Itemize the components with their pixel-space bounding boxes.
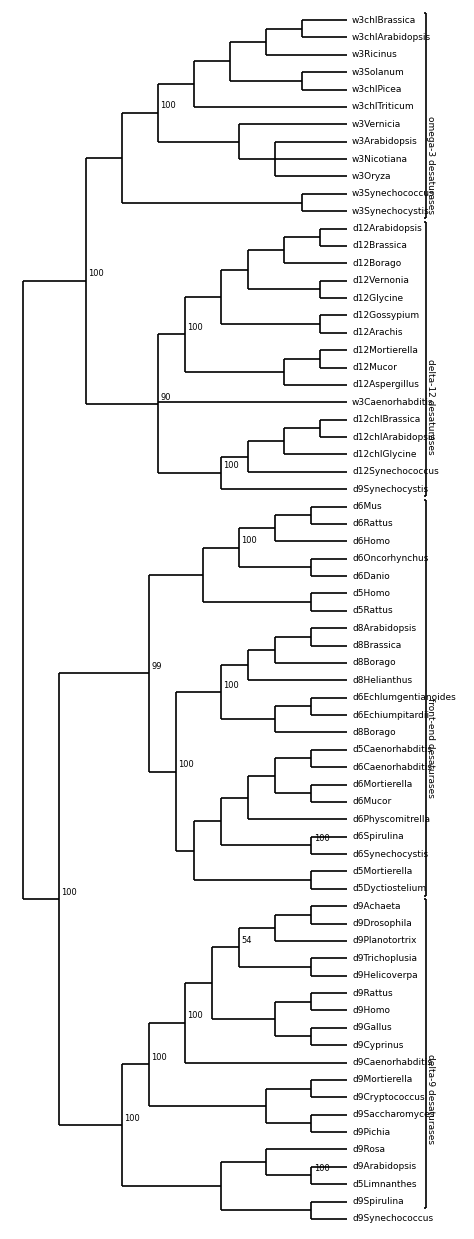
- Text: w3chlTriticum: w3chlTriticum: [352, 103, 415, 112]
- Text: d12Mortierella: d12Mortierella: [352, 346, 418, 354]
- Text: d12Synechococcus: d12Synechococcus: [352, 467, 439, 476]
- Text: d8Brassica: d8Brassica: [352, 641, 401, 650]
- Text: d5Mortierella: d5Mortierella: [352, 867, 412, 876]
- Text: w3Ricinus: w3Ricinus: [352, 51, 398, 59]
- Text: 54: 54: [242, 935, 252, 945]
- Text: d12Borago: d12Borago: [352, 259, 401, 268]
- Text: d8Arabidopsis: d8Arabidopsis: [352, 623, 416, 633]
- Text: d9Caenorhabditis: d9Caenorhabditis: [352, 1058, 432, 1067]
- Text: d9Rattus: d9Rattus: [352, 989, 392, 997]
- Text: d6Mucor: d6Mucor: [352, 798, 391, 807]
- Text: w3chlBrassica: w3chlBrassica: [352, 16, 416, 25]
- Text: d9Trichoplusia: d9Trichoplusia: [352, 954, 417, 963]
- Text: d9Homo: d9Homo: [352, 1006, 390, 1015]
- Text: d8Borago: d8Borago: [352, 729, 396, 737]
- Text: w3Arabidopsis: w3Arabidopsis: [352, 138, 418, 146]
- Text: w3chlArabidopsis: w3chlArabidopsis: [352, 33, 431, 42]
- Text: d6Physcomitrella: d6Physcomitrella: [352, 815, 430, 824]
- Text: d9Arabidopsis: d9Arabidopsis: [352, 1162, 416, 1171]
- Text: d12Gossypium: d12Gossypium: [352, 311, 419, 320]
- Text: 100: 100: [187, 323, 203, 332]
- Text: d9Synechococcus: d9Synechococcus: [352, 1214, 433, 1223]
- Text: d6Caenorhabditis: d6Caenorhabditis: [352, 763, 432, 772]
- Text: d6Synechocystis: d6Synechocystis: [352, 850, 428, 859]
- Text: 100: 100: [178, 760, 194, 769]
- Text: d8Helianthus: d8Helianthus: [352, 675, 412, 685]
- Text: d5Rattus: d5Rattus: [352, 606, 392, 616]
- Text: d9Achaeta: d9Achaeta: [352, 902, 401, 911]
- Text: d6Mortierella: d6Mortierella: [352, 781, 412, 789]
- Text: d9Synechocystis: d9Synechocystis: [352, 484, 428, 493]
- Text: d12Arachis: d12Arachis: [352, 328, 402, 337]
- Text: w3Oryza: w3Oryza: [352, 172, 392, 181]
- Text: w3Synechocystis: w3Synechocystis: [352, 207, 430, 216]
- Text: d12Mucor: d12Mucor: [352, 363, 397, 372]
- Text: d9Helicoverpa: d9Helicoverpa: [352, 971, 418, 980]
- Text: d6Mus: d6Mus: [352, 502, 382, 510]
- Text: 99: 99: [151, 662, 162, 670]
- Text: d12Vernonia: d12Vernonia: [352, 276, 409, 285]
- Text: w3chlPicea: w3chlPicea: [352, 85, 402, 94]
- Text: d9Cryptococcus: d9Cryptococcus: [352, 1093, 425, 1101]
- Text: d9Rosa: d9Rosa: [352, 1145, 385, 1154]
- Text: d9Mortierella: d9Mortierella: [352, 1075, 412, 1084]
- Text: d6Homo: d6Homo: [352, 536, 390, 546]
- Text: delta-9 desaturases: delta-9 desaturases: [427, 1054, 436, 1144]
- Text: w3Solanum: w3Solanum: [352, 68, 405, 77]
- Text: d12chlGlycine: d12chlGlycine: [352, 450, 417, 458]
- Text: delta-12 desaturases: delta-12 desaturases: [427, 359, 436, 455]
- Text: 100: 100: [242, 536, 257, 545]
- Text: d9Spirulina: d9Spirulina: [352, 1197, 404, 1206]
- Text: d6Echlumgentianoides: d6Echlumgentianoides: [352, 693, 456, 703]
- Text: 100: 100: [314, 834, 329, 843]
- Text: 100: 100: [223, 680, 239, 690]
- Text: d9Cyprinus: d9Cyprinus: [352, 1041, 403, 1049]
- Text: d12chlArabidopsis: d12chlArabidopsis: [352, 432, 435, 441]
- Text: 100: 100: [160, 102, 176, 110]
- Text: w3Nicotiana: w3Nicotiana: [352, 155, 408, 164]
- Text: 100: 100: [151, 1053, 167, 1062]
- Text: d9Saccharomyces: d9Saccharomyces: [352, 1110, 434, 1119]
- Text: front-end desaturases: front-end desaturases: [427, 698, 436, 798]
- Text: d12Glycine: d12Glycine: [352, 294, 403, 302]
- Text: w3Caenorhabditis: w3Caenorhabditis: [352, 398, 434, 406]
- Text: d9Gallus: d9Gallus: [352, 1023, 392, 1032]
- Text: d6Danio: d6Danio: [352, 571, 390, 581]
- Text: d5Caenorhabditis: d5Caenorhabditis: [352, 746, 432, 755]
- Text: d9Pichia: d9Pichia: [352, 1127, 390, 1136]
- Text: d5Homo: d5Homo: [352, 589, 390, 598]
- Text: 100: 100: [61, 887, 77, 897]
- Text: d6Oncorhynchus: d6Oncorhynchus: [352, 554, 428, 564]
- Text: d12Aspergillus: d12Aspergillus: [352, 380, 419, 389]
- Text: d6Echiumpitardii: d6Echiumpitardii: [352, 710, 429, 720]
- Text: 100: 100: [223, 461, 239, 471]
- Text: d12Brassica: d12Brassica: [352, 242, 407, 250]
- Text: 100: 100: [124, 1114, 140, 1123]
- Text: d12chlBrassica: d12chlBrassica: [352, 415, 420, 424]
- Text: 100: 100: [314, 1163, 329, 1173]
- Text: w3Synechococcus: w3Synechococcus: [352, 190, 435, 198]
- Text: d6Rattus: d6Rattus: [352, 519, 392, 529]
- Text: d5Limnanthes: d5Limnanthes: [352, 1180, 417, 1188]
- Text: w3Vernicia: w3Vernicia: [352, 120, 401, 129]
- Text: 90: 90: [160, 393, 171, 401]
- Text: 100: 100: [88, 269, 104, 278]
- Text: d12Arabidopsis: d12Arabidopsis: [352, 224, 422, 233]
- Text: d9Drosophila: d9Drosophila: [352, 919, 412, 928]
- Text: d9Planotortrix: d9Planotortrix: [352, 937, 417, 945]
- Text: d8Borago: d8Borago: [352, 658, 396, 668]
- Text: d5Dyctiostelium: d5Dyctiostelium: [352, 885, 426, 893]
- Text: 100: 100: [187, 1011, 203, 1020]
- Text: omega-3 desaturases: omega-3 desaturases: [427, 115, 436, 213]
- Text: d6Spirulina: d6Spirulina: [352, 833, 404, 841]
